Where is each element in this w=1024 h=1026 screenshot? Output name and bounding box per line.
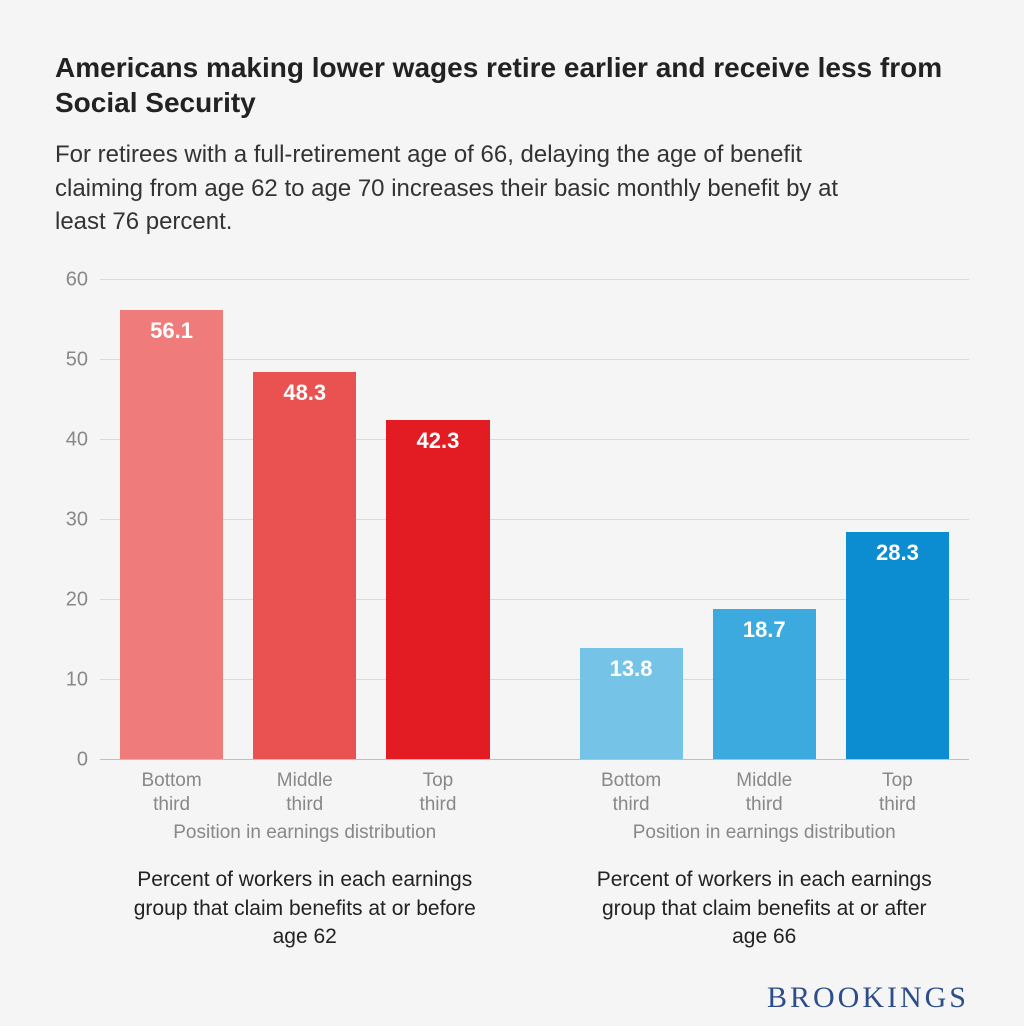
x-tick-label: Topthird [846,769,949,817]
x-tick-label: Bottomthird [580,769,683,817]
bar-wrap: 18.7 [713,279,816,759]
x-label-group: Bottomthird Middlethird Topthird [580,769,950,817]
bar-wrap: 42.3 [386,279,489,759]
bar: 28.3 [846,532,949,758]
bars-row: 56.1 48.3 42.3 13.8 18.7 28.3 [100,279,969,759]
x-tick-label: Bottomthird [120,769,223,817]
bar-group: 56.1 48.3 42.3 [120,279,490,759]
captions-row: Percent of workers in each earnings grou… [100,866,969,951]
axis-titles-row: Position in earnings distribution Positio… [100,822,969,844]
bar-value-label: 28.3 [876,540,919,566]
x-tick-label: Middlethird [253,769,356,817]
chart-title: Americans making lower wages retire earl… [55,50,969,120]
bar-wrap: 13.8 [580,279,683,759]
bar-value-label: 13.8 [610,656,653,682]
bar-value-label: 42.3 [417,428,460,454]
bar-wrap: 56.1 [120,279,223,759]
y-tick-label: 0 [77,748,88,771]
chart-area: 0102030405060 56.148.342.313.818.728.3 B… [55,279,969,952]
x-axis-title: Position in earnings distribution [580,822,950,844]
plot-region: 0102030405060 56.148.342.313.818.728.3 [100,279,969,759]
gridline: 0 [100,759,969,760]
bar-value-label: 18.7 [743,617,786,643]
group-caption: Percent of workers in each earnings grou… [580,866,950,951]
x-label-group: Bottomthird Middlethird Topthird [120,769,490,817]
group-caption: Percent of workers in each earnings grou… [120,866,490,951]
x-axis-title: Position in earnings distribution [120,822,490,844]
bar: 13.8 [580,648,683,758]
bar: 18.7 [713,609,816,759]
x-tick-label: Topthird [386,769,489,817]
bar-wrap: 48.3 [253,279,356,759]
bar: 48.3 [253,372,356,758]
y-tick-label: 40 [66,428,88,451]
y-tick-label: 30 [66,508,88,531]
y-tick-label: 20 [66,588,88,611]
bar: 42.3 [386,420,489,758]
bar-value-label: 48.3 [283,380,326,406]
chart-subtitle: For retirees with a full-retirement age … [55,138,855,239]
y-tick-label: 50 [66,348,88,371]
bar-value-label: 56.1 [150,318,193,344]
bar: 56.1 [120,310,223,759]
bar-wrap: 28.3 [846,279,949,759]
y-tick-label: 60 [66,268,88,291]
x-labels-row: BottomthirdMiddlethirdTopthirdBottomthir… [100,769,969,817]
x-tick-label: Middlethird [713,769,816,817]
y-tick-label: 10 [66,668,88,691]
brand-logo: BROOKINGS [55,981,969,1015]
bar-group: 13.8 18.7 28.3 [580,279,950,759]
